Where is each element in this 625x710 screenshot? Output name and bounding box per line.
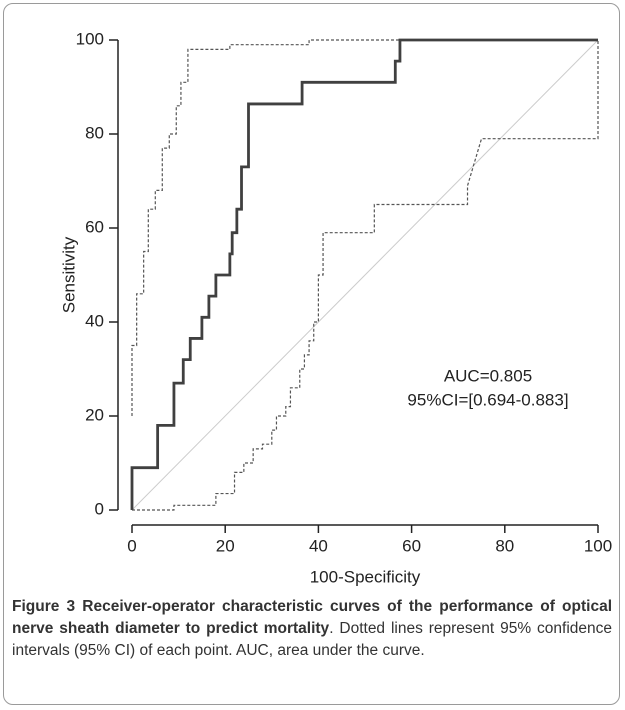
y-tick-label: 60 [85,217,104,236]
roc-line [131,39,599,511]
annotation: AUC=0.805 [444,366,532,385]
caption: Figure 3 Receiver-operator characteristi… [12,596,612,662]
y-tick-label: 100 [76,29,104,48]
x-tick-label: 20 [216,536,235,555]
x-tick-label: 0 [127,536,136,555]
y-tick-label: 40 [85,311,104,330]
annotation: 95%CI=[0.694-0.883] [407,390,568,409]
roc-line [132,40,599,511]
y-tick-label: 20 [85,405,104,424]
y-tick-label: 0 [95,499,104,518]
roc-line [130,38,598,510]
figure-frame [3,3,620,705]
y-axis-title: Sensitivity [59,236,78,313]
x-axis-title: 100-Specificity [310,567,421,586]
chart: Sensitivity 100-Specificity 0 20 40 60 80 100… [59,29,612,586]
x-tick-label: 80 [495,536,514,555]
roc-line [131,39,598,416]
caption-label: Figure 3 [12,598,76,615]
x-tick-label: 100 [584,536,612,555]
x-tick-label: 60 [402,536,421,555]
x-tick-label: 40 [309,536,328,555]
caption-text: . Dotted lines represent 95% confidence … [12,620,612,659]
caption-title: Receiver-operator characteristic curves … [12,598,612,637]
y-tick-label: 80 [85,123,104,142]
